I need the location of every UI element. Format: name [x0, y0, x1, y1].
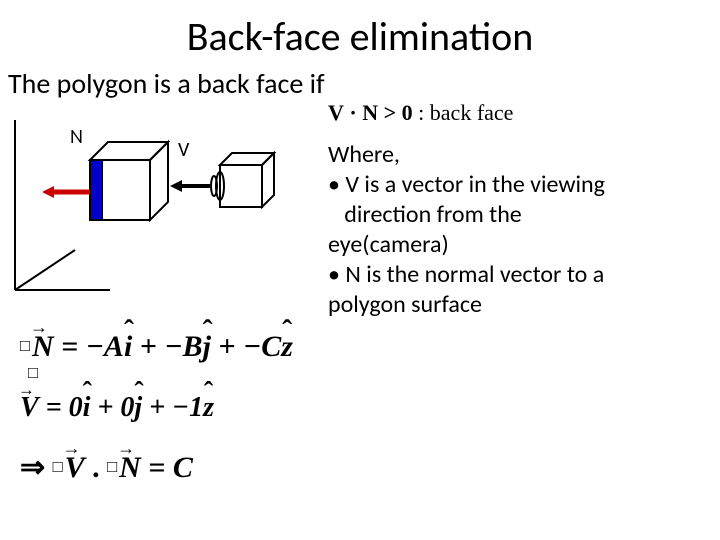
bullet-v-line3: eye(camera): [328, 230, 449, 259]
explanation-block: Where, • V is a vector in the viewing di…: [328, 140, 708, 320]
camera-cube: [211, 153, 274, 207]
cube-scene: [90, 142, 168, 220]
bullet-n-line1: N is the normal vector to a: [345, 260, 604, 289]
bullet-n-line2: polygon surface: [328, 290, 482, 319]
bullet-v-line2: direction from the: [344, 200, 521, 229]
where-label: Where,: [328, 140, 708, 170]
diagram-svg: [10, 110, 320, 310]
bullet-v: • V is a vector in the viewing direction…: [328, 170, 708, 260]
condition-formula: V · N > 0 : back face: [328, 100, 513, 126]
equation-dot: ⇒ □V . □N = C: [20, 450, 193, 485]
equation-v: V = 0i + 0j + −1z: [20, 392, 214, 424]
bullet-n: • N is the normal vector to a polygon su…: [328, 260, 708, 320]
slide-title: Back-face elimination: [0, 12, 720, 61]
equation-n: □N = −Ai + −Bj + −Cz □: [20, 330, 293, 364]
bullet-v-line1: V is a vector in the viewing: [345, 170, 605, 199]
subtitle-text: The polygon is a back face if: [8, 66, 325, 101]
